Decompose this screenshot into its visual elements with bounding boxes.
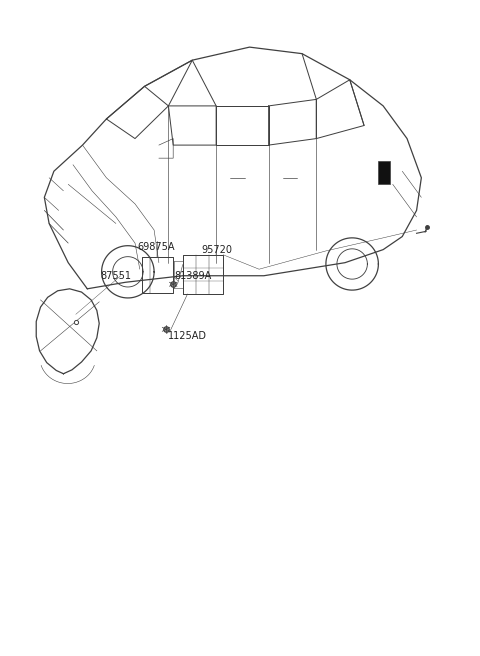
Text: 1125AD: 1125AD xyxy=(168,331,206,341)
Text: 81389A: 81389A xyxy=(174,271,211,281)
Text: 87551: 87551 xyxy=(101,271,132,281)
Text: 69875A: 69875A xyxy=(137,242,175,252)
Text: 95720: 95720 xyxy=(202,245,233,255)
Bar xyxy=(378,161,390,184)
